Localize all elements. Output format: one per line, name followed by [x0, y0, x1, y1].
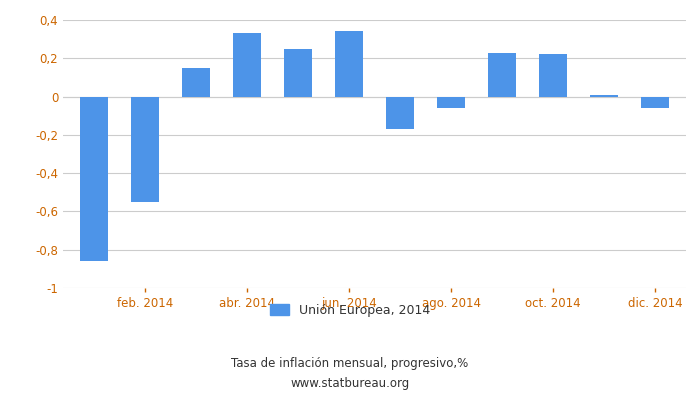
Bar [233, 33, 261, 96]
Legend: Unión Europea, 2014: Unión Europea, 2014 [265, 299, 435, 322]
Bar [590, 95, 618, 96]
Bar [182, 68, 210, 96]
Bar [335, 32, 363, 96]
Bar [641, 96, 669, 108]
Bar [386, 96, 414, 129]
Bar [437, 96, 465, 108]
Text: Tasa de inflación mensual, progresivo,%: Tasa de inflación mensual, progresivo,% [232, 358, 468, 370]
Bar [488, 52, 516, 96]
Bar [131, 96, 159, 202]
Bar [539, 54, 567, 96]
Text: www.statbureau.org: www.statbureau.org [290, 378, 410, 390]
Bar [80, 96, 108, 261]
Bar [284, 49, 312, 96]
